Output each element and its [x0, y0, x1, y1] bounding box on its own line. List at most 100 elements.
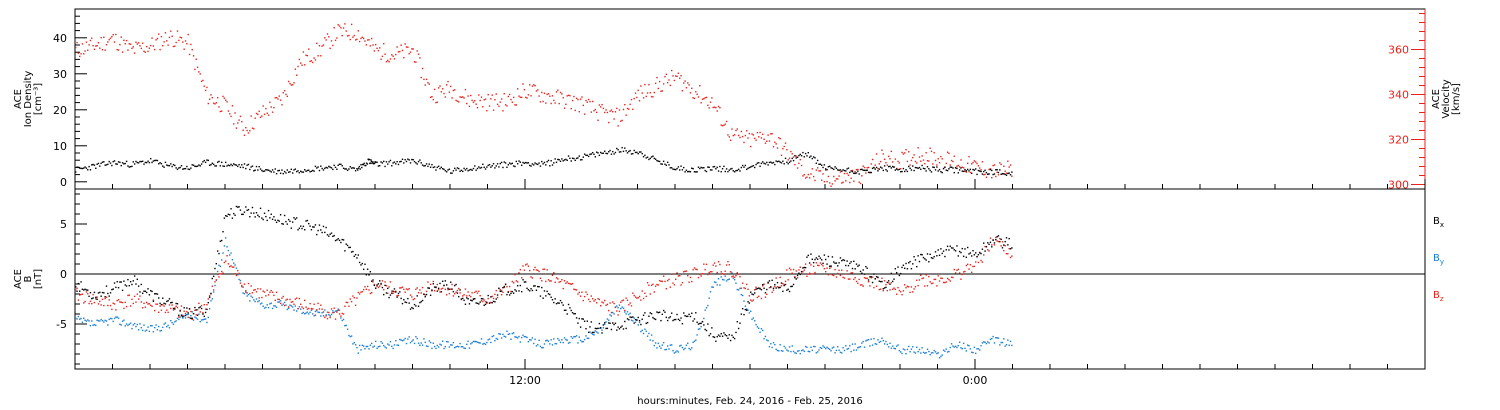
data-point-bx	[432, 283, 434, 285]
data-point-by	[93, 324, 96, 326]
data-point-velocity	[486, 109, 488, 112]
data-point-bz	[949, 280, 951, 282]
data-point-bx	[808, 262, 811, 264]
data-point-bz	[346, 301, 349, 304]
data-point-by	[688, 347, 690, 350]
data-point-by	[235, 267, 238, 269]
data-point-velocity	[624, 103, 626, 106]
data-point-velocity	[661, 90, 664, 92]
data-point-density	[567, 155, 570, 157]
data-point-density	[120, 164, 122, 167]
data-point-velocity	[270, 106, 272, 108]
data-point-velocity	[242, 129, 244, 131]
data-point-density	[441, 168, 444, 170]
data-point-by	[365, 345, 368, 348]
data-point-velocity	[304, 64, 306, 66]
data-point-bz	[379, 285, 381, 287]
data-point-by	[535, 345, 538, 347]
data-point-bx	[843, 259, 846, 262]
data-point-bx	[392, 290, 394, 292]
data-point-density	[396, 160, 398, 163]
data-point-by	[132, 324, 134, 326]
data-point-density	[403, 162, 405, 164]
data-point-bx	[139, 291, 141, 293]
data-point-bx	[220, 239, 223, 242]
data-point-velocity	[835, 178, 838, 180]
data-point-density	[320, 165, 322, 167]
data-point-by	[328, 314, 330, 316]
data-point-bz	[393, 291, 396, 293]
data-point-velocity	[346, 35, 349, 37]
data-point-density	[701, 167, 704, 169]
data-point-by	[443, 347, 445, 350]
data-point-density	[84, 166, 86, 168]
data-point-bz	[424, 294, 426, 296]
data-point-bx	[841, 259, 843, 262]
data-point-bx	[691, 312, 693, 315]
data-point-bx	[492, 300, 495, 303]
data-point-velocity	[108, 38, 110, 41]
data-point-by	[942, 349, 945, 351]
data-point-bx	[490, 296, 492, 298]
data-point-bx	[629, 316, 631, 318]
data-point-density	[324, 167, 326, 170]
data-point-density	[589, 153, 591, 156]
data-point-velocity	[314, 59, 317, 61]
data-point-by	[208, 308, 211, 310]
data-point-velocity	[630, 98, 633, 101]
data-point-bx	[293, 217, 295, 219]
data-point-by	[226, 246, 228, 248]
data-point-by	[255, 298, 258, 300]
data-point-bz	[795, 270, 797, 272]
data-point-bx	[573, 313, 575, 315]
data-point-bx	[172, 307, 175, 310]
data-point-density	[983, 170, 985, 173]
data-point-bx	[512, 292, 515, 294]
data-point-bz	[227, 263, 230, 265]
data-point-velocity	[563, 107, 566, 109]
data-point-bx	[129, 281, 132, 283]
data-point-density	[89, 169, 92, 171]
data-point-density	[798, 154, 800, 157]
data-point-bz	[187, 316, 189, 318]
data-point-density	[652, 155, 654, 157]
data-point-bx	[239, 209, 242, 211]
data-point-bz	[557, 278, 559, 280]
data-point-bx	[1005, 237, 1008, 239]
data-point-velocity	[857, 168, 859, 171]
data-point-velocity	[894, 158, 897, 160]
data-point-bx	[918, 260, 921, 263]
data-point-velocity	[121, 51, 124, 53]
data-point-bx	[744, 308, 747, 311]
data-point-by	[539, 345, 542, 348]
data-point-velocity	[701, 98, 704, 100]
data-point-density	[534, 162, 536, 164]
data-point-bz	[291, 301, 294, 303]
data-point-bx	[261, 217, 263, 219]
data-point-density	[91, 164, 93, 166]
data-point-density	[570, 160, 572, 162]
data-point-bx	[818, 255, 820, 257]
data-point-bz	[349, 298, 351, 300]
data-point-density	[191, 164, 193, 166]
data-point-bx	[283, 214, 286, 217]
data-point-bx	[712, 336, 714, 338]
data-point-bx	[666, 319, 669, 322]
data-point-bz	[526, 263, 528, 265]
data-point-by	[212, 291, 215, 293]
data-point-by	[930, 352, 933, 354]
data-point-bx	[827, 255, 830, 258]
data-point-bz	[364, 286, 366, 288]
data-point-density	[178, 167, 180, 169]
data-point-velocity	[622, 108, 625, 111]
data-point-bx	[613, 323, 615, 326]
legend-main: B	[1433, 290, 1440, 301]
data-point-bx	[754, 292, 756, 294]
data-point-bx	[626, 318, 629, 320]
data-point-velocity	[772, 146, 775, 148]
data-point-bz	[535, 269, 538, 271]
data-point-bz	[100, 304, 102, 306]
data-point-density	[846, 168, 848, 170]
data-point-bx	[875, 276, 878, 278]
data-point-velocity	[924, 162, 926, 165]
